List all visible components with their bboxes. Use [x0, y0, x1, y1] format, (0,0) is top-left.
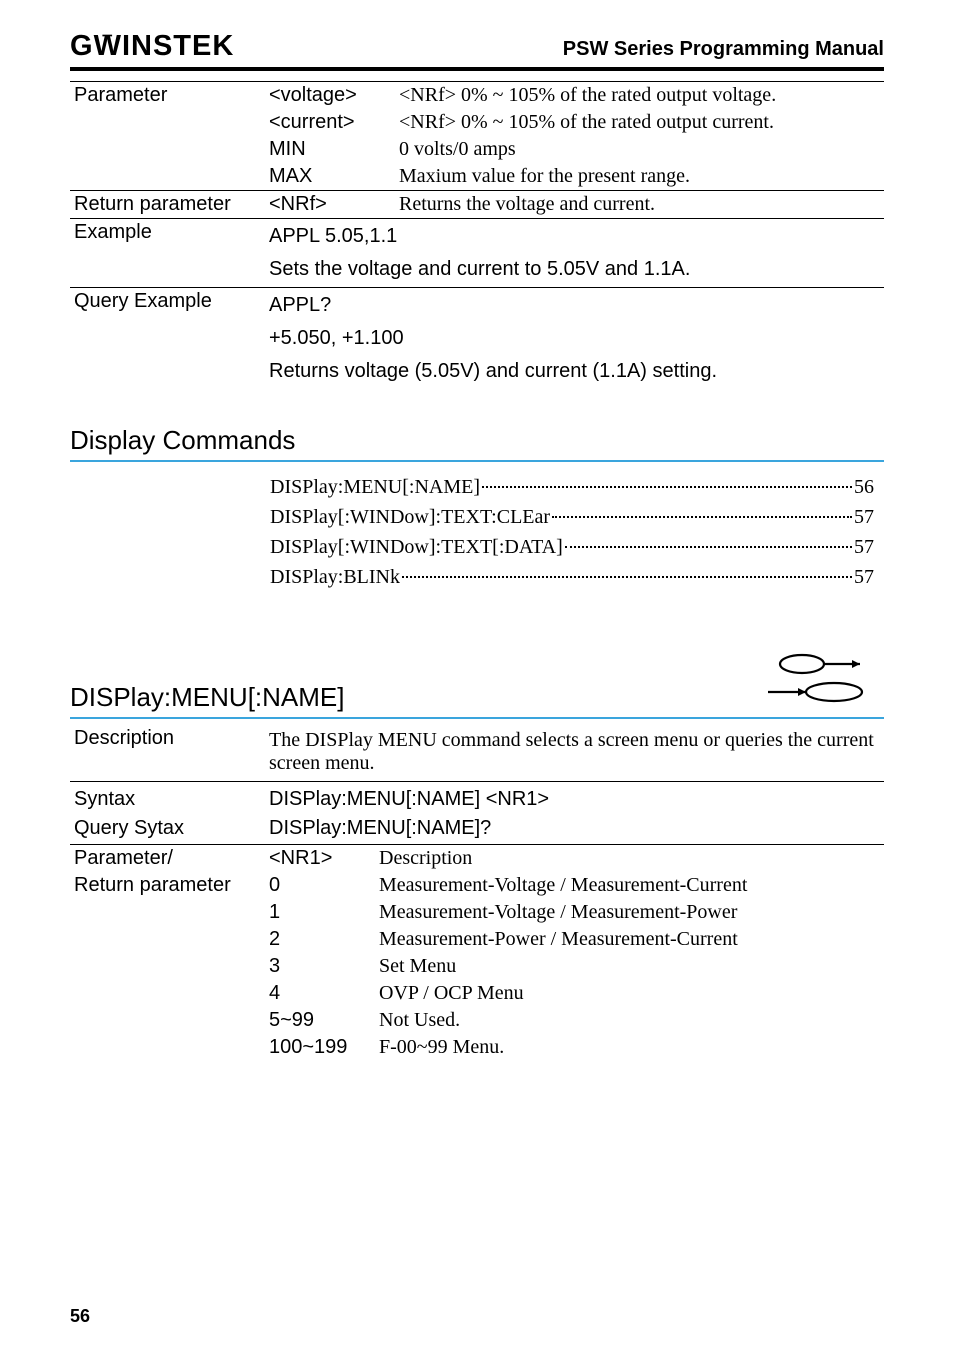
toc-row: DISPlay[:WINDow]:TEXT:CLEar 57 [270, 502, 874, 532]
cell: F-00~99 Menu. [375, 1034, 884, 1061]
cell [70, 254, 265, 288]
cell [70, 926, 265, 953]
cell: Measurement-Power / Measurement-Current [375, 926, 884, 953]
toc-label: DISPlay:BLINk [270, 562, 400, 592]
section-title: DISPlay:MENU[:NAME] [70, 682, 345, 713]
cell: Parameter/ [70, 845, 265, 873]
cell: MAX [265, 163, 395, 191]
cell: Returns voltage (5.05V) and current (1.1… [265, 356, 884, 387]
cell: Returns the voltage and current. [395, 191, 884, 219]
toc-dots [552, 516, 852, 518]
cell: 2 [265, 926, 375, 953]
page-number: 56 [70, 1306, 90, 1327]
toc-label: DISPlay[:WINDow]:TEXT[:DATA] [270, 532, 563, 562]
cell: 0 [265, 872, 375, 899]
cell: Sets the voltage and current to 5.05V an… [265, 254, 884, 288]
cell [70, 899, 265, 926]
logo: GW⎯INSTEK [70, 30, 234, 63]
cell: Query Sytax [70, 815, 265, 845]
cell: +5.050, +1.100 [265, 323, 884, 356]
cell: Not Used. [375, 1007, 884, 1034]
cell: Description [375, 845, 884, 873]
toc-row: DISPlay:MENU[:NAME] 56 [270, 472, 874, 502]
cell [70, 1007, 265, 1034]
cell: <NRf> 0% ~ 105% of the rated output curr… [395, 109, 884, 136]
set-query-icons [766, 652, 884, 713]
toc-row: DISPlay[:WINDow]:TEXT[:DATA] 57 [270, 532, 874, 562]
cell [70, 323, 265, 356]
cell [70, 109, 265, 136]
cell: Set Menu [375, 953, 884, 980]
cell: Example [70, 219, 265, 255]
cell: Return parameter [70, 191, 265, 219]
cell [70, 1034, 265, 1061]
manual-title: PSW Series Programming Manual [563, 38, 884, 61]
cell: <NRf> 0% ~ 105% of the rated output volt… [395, 82, 884, 110]
cell: 3 [265, 953, 375, 980]
cell: APPL? [265, 288, 884, 324]
parameter-table: Parameter <voltage> <NRf> 0% ~ 105% of t… [70, 81, 884, 387]
toc-page: 57 [854, 532, 874, 562]
cell: OVP / OCP Menu [375, 980, 884, 1007]
cell: APPL 5.05,1.1 [265, 219, 884, 255]
cell: 5~99 [265, 1007, 375, 1034]
cell: <voltage> [265, 82, 395, 110]
cell: Measurement-Voltage / Measurement-Curren… [375, 872, 884, 899]
cell: <NR1> [265, 845, 375, 873]
cell: DISPlay:MENU[:NAME]? [265, 815, 884, 845]
cell [70, 980, 265, 1007]
cell: DISPlay:MENU[:NAME] <NR1> [265, 782, 884, 816]
toc-list: DISPlay:MENU[:NAME] 56 DISPlay[:WINDow]:T… [70, 472, 884, 592]
page-header: GW⎯INSTEK PSW Series Programming Manual [70, 30, 884, 71]
toc-page: 57 [854, 562, 874, 592]
cell: <NRf> [265, 191, 395, 219]
toc-dots [482, 486, 852, 488]
toc-row: DISPlay:BLINk 57 [270, 562, 874, 592]
cell: Measurement-Voltage / Measurement-Power [375, 899, 884, 926]
toc-label: DISPlay:MENU[:NAME] [270, 472, 480, 502]
toc-page: 56 [854, 472, 874, 502]
cell: Return parameter [70, 872, 265, 899]
toc-page: 57 [854, 502, 874, 532]
cell [70, 356, 265, 387]
cell [70, 953, 265, 980]
cell: 100~199 [265, 1034, 375, 1061]
section-display-menu: DISPlay:MENU[:NAME] [70, 652, 884, 719]
toc-dots [402, 576, 852, 578]
menu-table: Description The DISPlay MENU command sel… [70, 725, 884, 1061]
cell: Parameter [70, 82, 265, 110]
toc-label: DISPlay[:WINDow]:TEXT:CLEar [270, 502, 550, 532]
cell: MIN [265, 136, 395, 163]
cell [70, 136, 265, 163]
cell: The DISPlay MENU command selects a scree… [265, 725, 884, 782]
cell: 4 [265, 980, 375, 1007]
cell: Query Example [70, 288, 265, 324]
toc-dots [565, 546, 852, 548]
cell [70, 163, 265, 191]
section-display-commands: Display Commands [70, 425, 884, 462]
cell: Syntax [70, 782, 265, 816]
cell: 0 volts/0 amps [395, 136, 884, 163]
cell: <current> [265, 109, 395, 136]
cell: Description [70, 725, 265, 782]
cell: Maxium value for the present range. [395, 163, 884, 191]
cell: 1 [265, 899, 375, 926]
